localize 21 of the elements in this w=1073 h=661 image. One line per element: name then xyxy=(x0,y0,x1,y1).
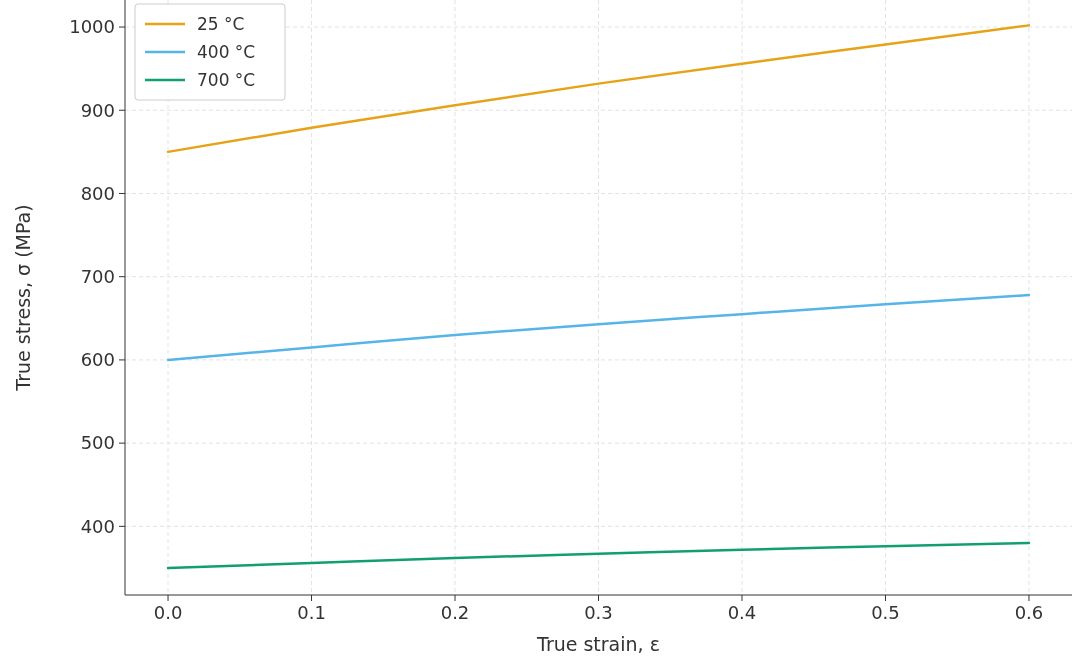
x-tick-label: 0.2 xyxy=(440,602,470,623)
legend-label: 400 °C xyxy=(197,41,256,62)
y-tick-label: 500 xyxy=(80,432,115,454)
legend-label: 700 °C xyxy=(197,69,256,90)
y-tick-label: 400 xyxy=(80,515,115,537)
x-tick-label: 0.4 xyxy=(727,602,757,623)
y-tick-label: 700 xyxy=(80,266,115,287)
line-series xyxy=(166,541,1031,570)
x-axis-title: True strain, ε xyxy=(536,633,660,655)
x-tick-label: 0.0 xyxy=(153,602,183,623)
x-tick-label: 0.5 xyxy=(871,602,900,623)
y-axis-title: True stress, σ (MPa) xyxy=(12,204,34,392)
legend-label: 25 °C xyxy=(197,13,245,34)
y-tick-label: 900 xyxy=(80,99,115,121)
y-tick-label: 600 xyxy=(80,349,115,371)
y-tick-label: 1000 xyxy=(69,16,115,38)
x-tick-label: 0.1 xyxy=(297,602,326,623)
y-tick-label: 800 xyxy=(80,182,115,204)
x-tick-label: 0.3 xyxy=(584,602,613,623)
line-series xyxy=(166,293,1031,362)
x-tick-label: 0.6 xyxy=(1014,602,1044,623)
